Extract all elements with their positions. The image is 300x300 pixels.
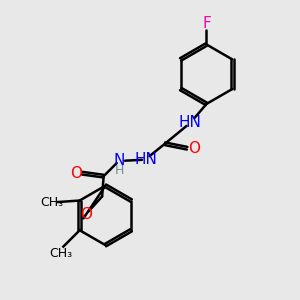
Text: HN: HN <box>179 115 202 130</box>
Text: CH₃: CH₃ <box>40 196 63 208</box>
Text: F: F <box>202 16 211 31</box>
Text: O: O <box>80 207 92 222</box>
Text: N: N <box>114 153 125 168</box>
Text: O: O <box>188 141 200 156</box>
Text: H: H <box>115 164 124 177</box>
Text: CH₃: CH₃ <box>50 247 73 260</box>
Text: HN: HN <box>135 152 158 167</box>
Text: O: O <box>70 166 82 181</box>
